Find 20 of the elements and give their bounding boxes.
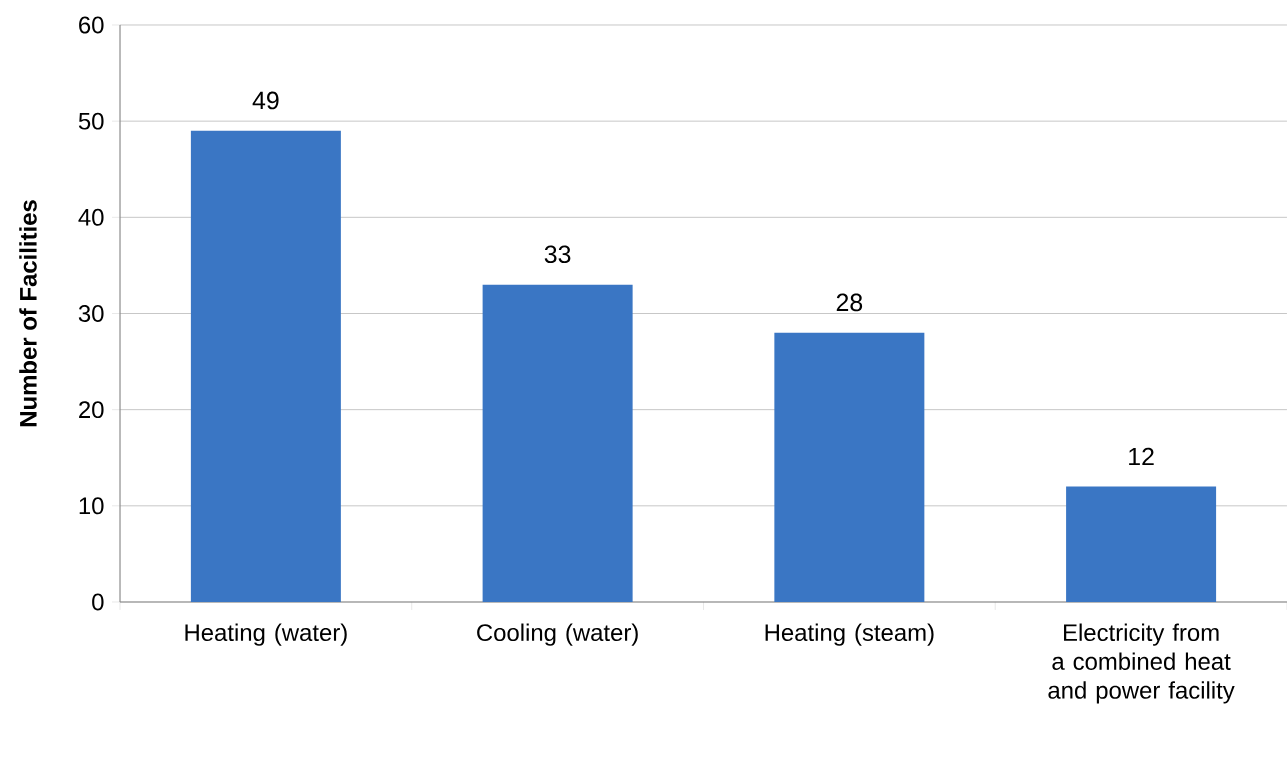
y-tick-label: 50 [78,112,104,130]
bar [1066,486,1217,602]
x-tick-label: Electricity from a combined heat and power facility [1048,623,1235,704]
y-tick-label: 40 [78,208,104,226]
y-axis-title: Number of Facilities [19,200,37,427]
data-label: 33 [544,245,571,264]
data-label: 49 [252,91,279,110]
bar [774,332,925,602]
y-tick-label: 10 [79,497,104,515]
bar [482,284,633,602]
y-tick-label: 0 [92,593,104,611]
y-tick-label: 30 [78,305,104,322]
data-label: 28 [836,293,863,312]
data-label: 12 [1129,447,1154,466]
x-tick-label: Cooling (water) [477,623,638,646]
bar [190,130,341,602]
y-tick-label: 60 [79,16,104,34]
x-tick-label: Heating (steam) [765,623,934,646]
y-tick-label: 20 [79,401,104,419]
x-tick-label: Heating (water) [185,623,347,646]
